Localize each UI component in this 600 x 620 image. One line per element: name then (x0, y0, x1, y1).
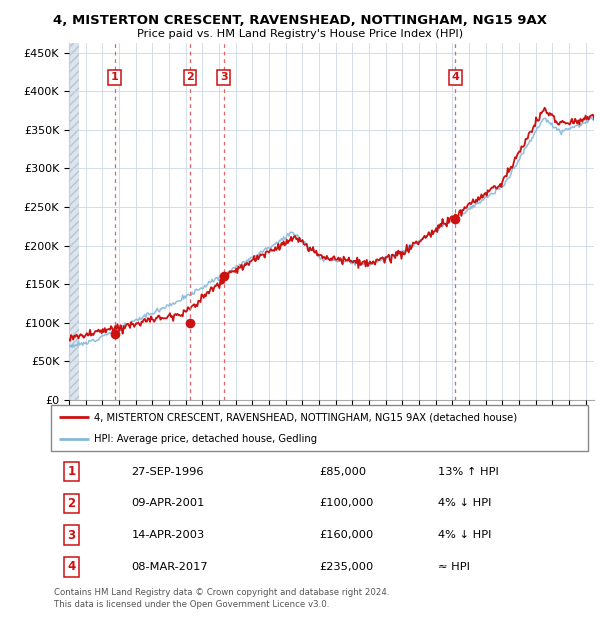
Text: £100,000: £100,000 (320, 498, 374, 508)
Text: 3: 3 (67, 529, 76, 542)
Text: 4, MISTERTON CRESCENT, RAVENSHEAD, NOTTINGHAM, NG15 9AX (detached house): 4, MISTERTON CRESCENT, RAVENSHEAD, NOTTI… (94, 412, 517, 422)
Text: 4, MISTERTON CRESCENT, RAVENSHEAD, NOTTINGHAM, NG15 9AX: 4, MISTERTON CRESCENT, RAVENSHEAD, NOTTI… (53, 14, 547, 27)
Text: 2: 2 (67, 497, 76, 510)
Text: £235,000: £235,000 (320, 562, 374, 572)
Text: 09-APR-2001: 09-APR-2001 (131, 498, 205, 508)
Text: 1: 1 (111, 73, 119, 82)
Text: 1: 1 (67, 465, 76, 478)
Text: HPI: Average price, detached house, Gedling: HPI: Average price, detached house, Gedl… (94, 434, 317, 444)
Text: £85,000: £85,000 (320, 467, 367, 477)
Text: 4% ↓ HPI: 4% ↓ HPI (437, 530, 491, 540)
Text: Price paid vs. HM Land Registry's House Price Index (HPI): Price paid vs. HM Land Registry's House … (137, 29, 463, 38)
Text: 3: 3 (220, 73, 227, 82)
Text: ≈ HPI: ≈ HPI (437, 562, 470, 572)
Text: 13% ↑ HPI: 13% ↑ HPI (437, 467, 499, 477)
Text: Contains HM Land Registry data © Crown copyright and database right 2024.
This d: Contains HM Land Registry data © Crown c… (54, 588, 389, 609)
Text: 27-SEP-1996: 27-SEP-1996 (131, 467, 204, 477)
Text: 4: 4 (451, 73, 459, 82)
Text: 08-MAR-2017: 08-MAR-2017 (131, 562, 208, 572)
Text: 2: 2 (186, 73, 194, 82)
Text: 4: 4 (67, 560, 76, 574)
Text: 14-APR-2003: 14-APR-2003 (131, 530, 205, 540)
FancyBboxPatch shape (51, 405, 588, 451)
Text: £160,000: £160,000 (320, 530, 374, 540)
Text: 4% ↓ HPI: 4% ↓ HPI (437, 498, 491, 508)
